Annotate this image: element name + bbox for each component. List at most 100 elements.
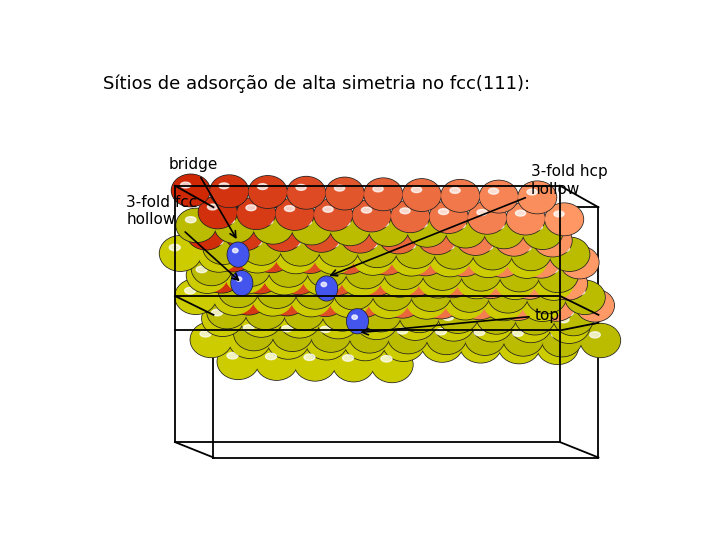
- Ellipse shape: [258, 184, 268, 190]
- Ellipse shape: [202, 301, 243, 336]
- Ellipse shape: [520, 315, 531, 322]
- Ellipse shape: [284, 206, 294, 212]
- Ellipse shape: [554, 302, 593, 335]
- Ellipse shape: [287, 177, 325, 209]
- Ellipse shape: [391, 200, 429, 232]
- Ellipse shape: [188, 218, 225, 249]
- Ellipse shape: [550, 238, 589, 271]
- Ellipse shape: [435, 236, 473, 268]
- Ellipse shape: [332, 305, 342, 312]
- Ellipse shape: [237, 197, 276, 230]
- Ellipse shape: [457, 224, 494, 254]
- Ellipse shape: [266, 353, 276, 360]
- Ellipse shape: [377, 250, 387, 256]
- Ellipse shape: [366, 242, 377, 248]
- Ellipse shape: [306, 284, 345, 316]
- Ellipse shape: [454, 252, 464, 258]
- Ellipse shape: [243, 232, 281, 264]
- Ellipse shape: [242, 231, 282, 265]
- Ellipse shape: [418, 223, 456, 254]
- Ellipse shape: [224, 218, 235, 224]
- Ellipse shape: [212, 239, 223, 245]
- Ellipse shape: [300, 290, 311, 296]
- Ellipse shape: [581, 325, 620, 356]
- Ellipse shape: [302, 260, 343, 295]
- Ellipse shape: [580, 323, 621, 357]
- Ellipse shape: [384, 256, 423, 288]
- Ellipse shape: [461, 257, 501, 291]
- Ellipse shape: [384, 327, 423, 361]
- Ellipse shape: [331, 212, 369, 245]
- Ellipse shape: [311, 318, 351, 352]
- Ellipse shape: [258, 275, 296, 307]
- Ellipse shape: [500, 288, 536, 320]
- Ellipse shape: [235, 226, 245, 232]
- Ellipse shape: [249, 177, 287, 207]
- Ellipse shape: [559, 246, 570, 252]
- Ellipse shape: [354, 200, 390, 231]
- Ellipse shape: [552, 331, 562, 337]
- Ellipse shape: [320, 326, 330, 333]
- Ellipse shape: [257, 274, 297, 308]
- Ellipse shape: [256, 346, 297, 379]
- Ellipse shape: [483, 245, 522, 277]
- Ellipse shape: [558, 275, 568, 281]
- Ellipse shape: [418, 222, 456, 254]
- Ellipse shape: [235, 267, 246, 273]
- Ellipse shape: [284, 247, 296, 253]
- Ellipse shape: [521, 245, 531, 251]
- Ellipse shape: [233, 248, 238, 253]
- Ellipse shape: [333, 347, 374, 381]
- Ellipse shape: [327, 271, 337, 276]
- Ellipse shape: [318, 304, 359, 338]
- Ellipse shape: [395, 305, 436, 340]
- Ellipse shape: [549, 268, 587, 299]
- Ellipse shape: [400, 249, 411, 255]
- Ellipse shape: [240, 261, 279, 294]
- Ellipse shape: [346, 255, 385, 288]
- Ellipse shape: [532, 224, 543, 230]
- Ellipse shape: [392, 201, 428, 232]
- Ellipse shape: [400, 299, 439, 333]
- Ellipse shape: [187, 259, 228, 292]
- Ellipse shape: [438, 300, 477, 333]
- Ellipse shape: [238, 198, 274, 228]
- Ellipse shape: [492, 253, 503, 259]
- Ellipse shape: [218, 345, 258, 379]
- Ellipse shape: [400, 208, 410, 214]
- Ellipse shape: [421, 327, 463, 362]
- Ellipse shape: [379, 261, 420, 297]
- Ellipse shape: [416, 221, 427, 227]
- Ellipse shape: [266, 282, 277, 288]
- Ellipse shape: [480, 181, 517, 212]
- Ellipse shape: [420, 286, 431, 292]
- Ellipse shape: [447, 307, 458, 314]
- Ellipse shape: [361, 248, 373, 254]
- Ellipse shape: [290, 281, 332, 316]
- Ellipse shape: [534, 224, 572, 256]
- Ellipse shape: [436, 329, 446, 335]
- Ellipse shape: [235, 318, 273, 350]
- Ellipse shape: [466, 272, 477, 278]
- Ellipse shape: [526, 280, 567, 314]
- Ellipse shape: [231, 271, 253, 295]
- Ellipse shape: [415, 251, 426, 257]
- Ellipse shape: [333, 346, 374, 382]
- Ellipse shape: [328, 241, 338, 247]
- Ellipse shape: [549, 237, 590, 271]
- Ellipse shape: [519, 182, 556, 213]
- Ellipse shape: [318, 303, 359, 339]
- Ellipse shape: [383, 326, 425, 361]
- Ellipse shape: [248, 176, 287, 208]
- Ellipse shape: [527, 280, 566, 313]
- Ellipse shape: [268, 325, 308, 358]
- Ellipse shape: [356, 264, 395, 296]
- Ellipse shape: [368, 242, 406, 275]
- Ellipse shape: [349, 319, 390, 353]
- Ellipse shape: [236, 277, 242, 281]
- Ellipse shape: [219, 274, 258, 307]
- Ellipse shape: [218, 273, 258, 307]
- Ellipse shape: [315, 199, 351, 230]
- Ellipse shape: [250, 310, 261, 316]
- Ellipse shape: [372, 347, 413, 382]
